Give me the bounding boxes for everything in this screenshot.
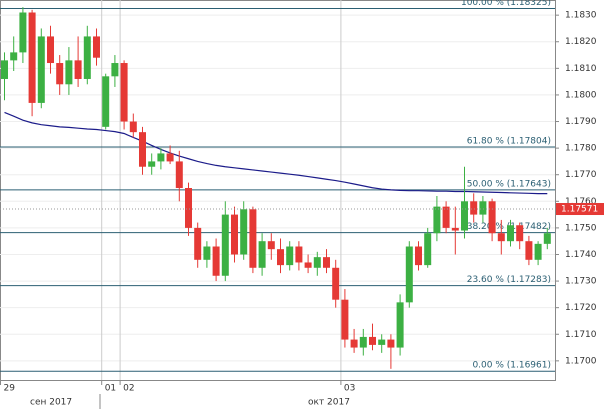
candle-body xyxy=(166,153,174,162)
candle-body xyxy=(516,225,524,242)
candle-body xyxy=(479,201,487,215)
candle-body xyxy=(56,63,64,85)
candle-body xyxy=(543,233,551,244)
candle-body xyxy=(396,302,404,348)
y-tick-label: 1.1780 xyxy=(565,144,597,154)
candle-body xyxy=(212,246,220,276)
candle-body xyxy=(175,161,183,189)
y-tick-label: 1.1770 xyxy=(565,170,597,180)
y-tick-label: 1.1710 xyxy=(565,330,597,340)
level-label: 61.80 % (1.17804) xyxy=(467,137,551,147)
candle-body xyxy=(405,246,413,303)
candle-body xyxy=(350,339,358,348)
level-label: 100.00 % (1.18325) xyxy=(461,0,551,8)
current-price-label: 1.17571 xyxy=(561,205,598,215)
candle-body xyxy=(286,246,294,266)
level-label: 23.60 % (1.17283) xyxy=(467,275,551,285)
candle-body xyxy=(267,241,275,250)
candle-body xyxy=(433,206,441,234)
candle-body xyxy=(129,121,137,133)
candle-body xyxy=(83,36,91,79)
x-tick-label: 03 xyxy=(344,384,355,394)
candle-body xyxy=(111,63,119,77)
y-tick-label: 1.1820 xyxy=(565,37,597,47)
candle-body xyxy=(47,36,54,64)
candle-body xyxy=(534,243,542,260)
candle-body xyxy=(185,188,192,228)
y-tick-label: 1.1830 xyxy=(565,11,597,21)
candle-body xyxy=(120,63,128,122)
candle-body xyxy=(258,241,266,268)
y-tick-label: 1.1730 xyxy=(565,277,597,287)
candle-body xyxy=(341,299,349,340)
candle-body xyxy=(10,52,18,61)
candle-body xyxy=(304,262,312,268)
y-tick-label: 1.1790 xyxy=(565,117,597,127)
candle-body xyxy=(28,12,36,103)
candle-body xyxy=(240,209,248,255)
y-tick-label: 1.1720 xyxy=(565,303,597,313)
candle-body xyxy=(65,60,73,85)
x-tick-label: 01 xyxy=(105,384,116,394)
candle-body xyxy=(424,233,432,266)
y-tick-label: 1.1750 xyxy=(565,223,597,233)
candle-body xyxy=(451,227,459,231)
level-label: 0.00 % (1.16961) xyxy=(472,361,551,371)
candle-body xyxy=(332,267,340,300)
candle-body xyxy=(139,132,146,167)
level-label: 50.00 % (1.17643) xyxy=(467,179,551,189)
candle-body xyxy=(415,246,422,266)
candle-body xyxy=(1,60,8,79)
month-label: сен 2017 xyxy=(30,398,72,408)
candle-body xyxy=(461,201,468,231)
candle-body xyxy=(369,336,376,345)
candle-body xyxy=(387,339,395,348)
candle-body xyxy=(442,206,450,228)
candle-body xyxy=(157,153,165,162)
candle-body xyxy=(19,12,27,53)
candle-body xyxy=(359,336,367,348)
candle-body xyxy=(203,246,211,260)
candle-body xyxy=(194,227,202,260)
candle-body xyxy=(93,36,100,58)
moving-average xyxy=(4,111,548,195)
y-tick-label: 1.1740 xyxy=(565,250,597,260)
candle-body xyxy=(525,241,533,260)
x-tick-label: 02 xyxy=(123,384,134,394)
candle-body xyxy=(221,214,229,276)
current-price-box xyxy=(556,203,604,216)
candle-body xyxy=(37,36,45,103)
candle-body xyxy=(148,161,156,167)
candle-body xyxy=(378,339,386,345)
candle-body xyxy=(507,225,514,242)
candle-body xyxy=(323,257,330,268)
candle-body xyxy=(102,76,110,127)
candle-body xyxy=(74,60,82,79)
candle-body xyxy=(470,201,478,215)
y-tick-label: 1.1760 xyxy=(565,197,597,207)
candle-body xyxy=(313,257,321,268)
candle-body xyxy=(231,214,238,255)
y-tick-label: 1.1810 xyxy=(565,64,597,74)
candle-body xyxy=(295,246,303,263)
candle-body xyxy=(497,233,505,242)
candle-body xyxy=(277,249,284,266)
y-tick-label: 1.1700 xyxy=(565,356,597,366)
x-tick-label: 29 xyxy=(4,384,16,394)
candle-body xyxy=(249,209,257,268)
candle-body xyxy=(488,201,496,234)
plot-frame xyxy=(0,0,556,381)
month-label: окт 2017 xyxy=(308,398,350,408)
y-tick-label: 1.1800 xyxy=(565,90,597,100)
